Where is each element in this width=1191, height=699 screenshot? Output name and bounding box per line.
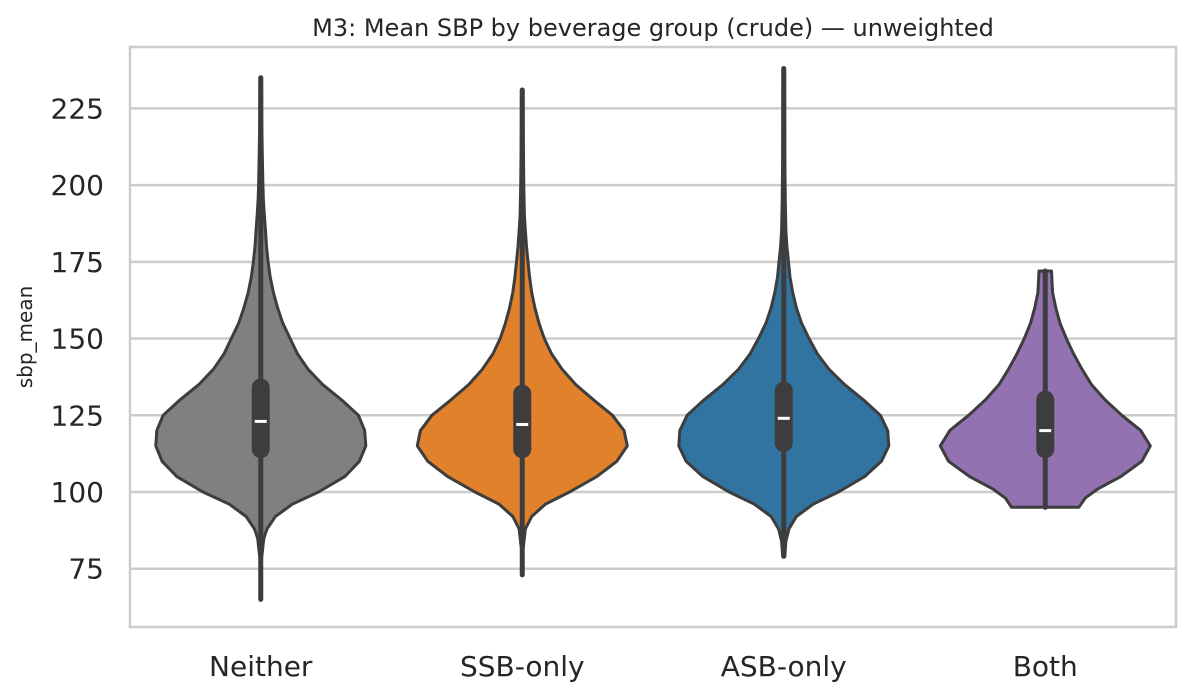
y-tick-labels: 75 100 125 150 175 200 225 — [51, 92, 104, 585]
iqr-box — [251, 378, 270, 459]
y-tick-label: 125 — [51, 399, 104, 432]
x-tick-label: Neither — [209, 650, 313, 683]
iqr-box — [774, 381, 793, 453]
x-tick-label: ASB-only — [721, 650, 847, 683]
y-tick-label: 75 — [68, 553, 104, 586]
iqr-box — [1036, 390, 1055, 459]
y-tick-label: 150 — [51, 323, 104, 356]
y-tick-label: 100 — [51, 476, 104, 509]
plot-frame — [128, 45, 1178, 629]
y-tick-label: 200 — [51, 169, 104, 202]
inner-boxes — [251, 65, 1055, 602]
x-tick-labels: Neither SSB-only ASB-only Both — [209, 650, 1078, 683]
iqr-box — [513, 384, 532, 459]
y-tick-label: 225 — [51, 92, 104, 125]
chart-title: M3: Mean SBP by beverage group (crude) —… — [312, 14, 994, 42]
violins — [154, 67, 1152, 558]
x-tick-label: SSB-only — [460, 650, 585, 683]
y-axis-label: sbp_mean — [13, 286, 37, 389]
y-tick-label: 175 — [51, 246, 104, 279]
x-tick-label: Both — [1013, 650, 1078, 683]
